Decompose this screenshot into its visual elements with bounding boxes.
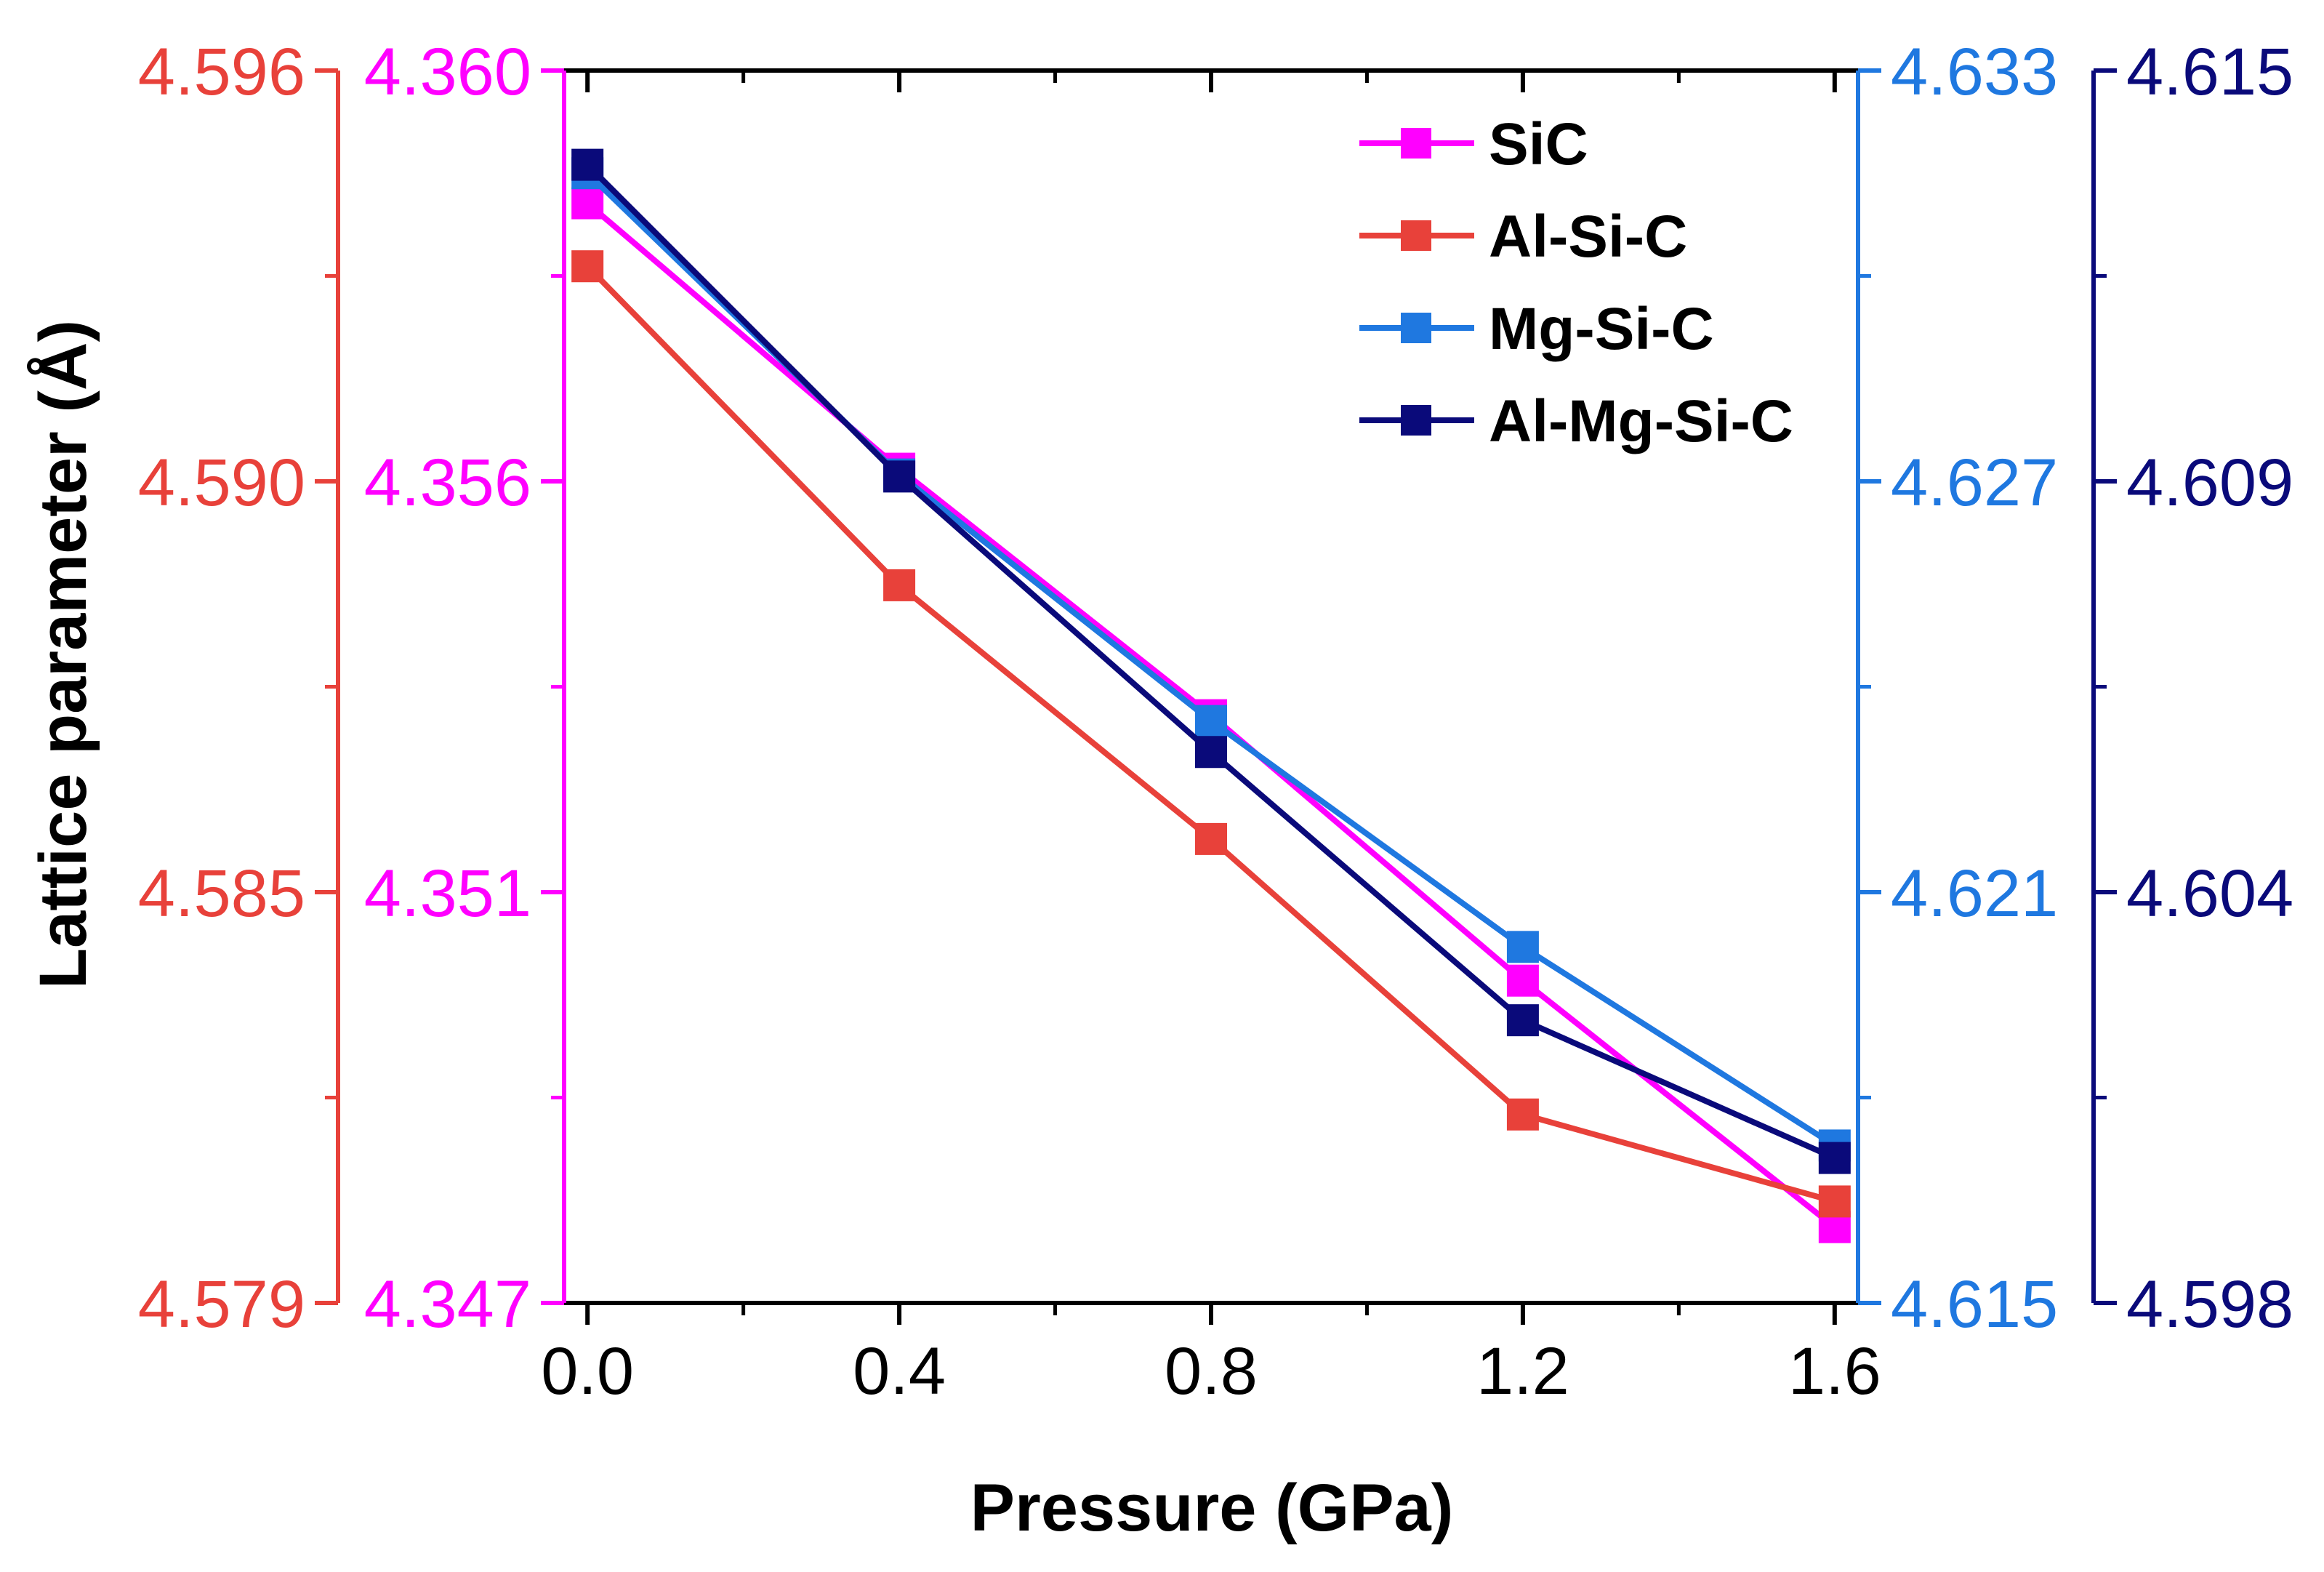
data-point — [883, 460, 916, 493]
legend: SiC Al-Si-C Mg-Si-C Al-Mg-Si-C — [1359, 111, 1793, 454]
y-tick-label: 4.360 — [364, 35, 531, 109]
data-point — [1195, 736, 1227, 769]
y-axis-title: Lattice parameter (Å) — [26, 320, 100, 989]
y-tick-label: 4.604 — [2126, 857, 2293, 931]
x-tick-label: 0.4 — [853, 1334, 946, 1408]
y-tick-label: 4.351 — [364, 857, 531, 931]
legend-marker — [1401, 220, 1431, 251]
data-point — [571, 187, 604, 220]
y-tick-label: 4.633 — [1891, 35, 2058, 109]
data-point — [1195, 822, 1227, 855]
sic-axis: 4.360 4.356 4.351 4.347 — [364, 35, 566, 1342]
y-tick-label: 4.356 — [364, 446, 531, 520]
y-tick-label: 4.615 — [2126, 35, 2293, 109]
legend-label: Al-Si-C — [1489, 204, 1687, 270]
y-tick-label: 4.598 — [2126, 1267, 2293, 1342]
y-tick-label: 4.347 — [364, 1267, 531, 1342]
y-tick-label: 4.596 — [138, 35, 305, 109]
data-point — [571, 250, 604, 283]
data-point — [1506, 931, 1539, 963]
legend-marker — [1401, 405, 1431, 436]
legend-item: Mg-Si-C — [1359, 296, 1714, 362]
legend-item: Al-Mg-Si-C — [1359, 388, 1793, 454]
series-al-mg-si-c — [571, 148, 1851, 1174]
series-layer — [571, 148, 1851, 1243]
data-point — [1818, 1185, 1851, 1218]
legend-marker — [1401, 128, 1431, 159]
x-tick-label: 1.6 — [1788, 1334, 1881, 1408]
series-al-si-c — [571, 250, 1851, 1218]
data-point — [1195, 705, 1227, 737]
y-tick-label: 4.590 — [138, 446, 305, 520]
al-mg-si-c-axis: 4.615 4.609 4.604 4.598 — [2091, 35, 2293, 1342]
x-tick-label: 1.2 — [1476, 1334, 1569, 1408]
y-tick-label: 4.585 — [138, 857, 305, 931]
legend-label: Al-Mg-Si-C — [1489, 388, 1793, 454]
y-tick-label: 4.609 — [2126, 446, 2293, 520]
y-tick-label: 4.627 — [1891, 446, 2058, 520]
data-point — [883, 569, 916, 601]
data-point — [1506, 1098, 1539, 1131]
legend-item: SiC — [1359, 111, 1588, 177]
legend-marker — [1401, 313, 1431, 343]
legend-item: Al-Si-C — [1359, 204, 1687, 270]
legend-label: Mg-Si-C — [1489, 296, 1714, 362]
axes-layer: 0.0 0.4 0.8 1.2 1.6 4.596 4.590 4.585 4.579 4.360… — [138, 35, 2293, 1408]
x-tick-label: 0.8 — [1165, 1334, 1258, 1408]
y-tick-label: 4.621 — [1891, 857, 2058, 931]
data-point — [1818, 1142, 1851, 1174]
data-point — [571, 148, 604, 181]
al-si-c-axis: 4.596 4.590 4.585 4.579 — [138, 35, 340, 1342]
x-axis-title: Pressure (GPa) — [970, 1471, 1454, 1545]
x-tick-label: 0.0 — [541, 1334, 634, 1408]
y-tick-label: 4.615 — [1891, 1267, 2058, 1342]
mg-si-c-axis: 4.633 4.627 4.621 4.615 — [1856, 35, 2058, 1342]
data-point — [1506, 964, 1539, 997]
data-point — [1506, 1004, 1539, 1037]
legend-label: SiC — [1489, 111, 1588, 177]
y-tick-label: 4.579 — [138, 1267, 305, 1342]
